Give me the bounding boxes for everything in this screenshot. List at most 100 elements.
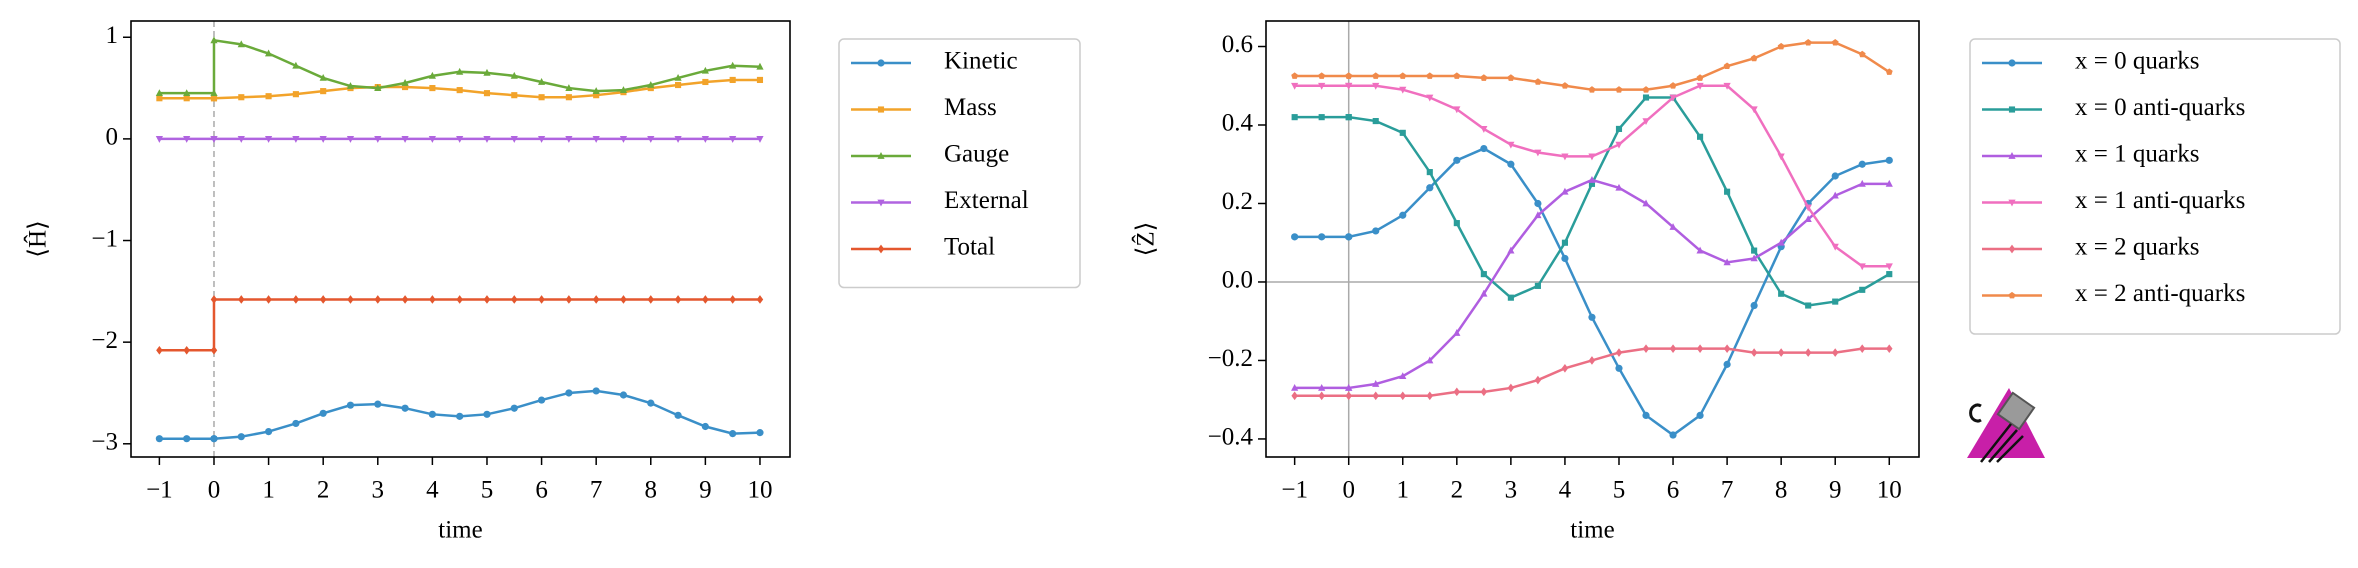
data-point: [1426, 169, 1433, 176]
series-line: [159, 38, 761, 95]
data-point: [538, 295, 545, 304]
data-point: [456, 136, 464, 143]
data-point: [1642, 118, 1650, 126]
axes-frame: [1265, 20, 1920, 458]
data-point: [1345, 82, 1353, 90]
data-point: [1291, 391, 1298, 401]
data-point: [510, 404, 518, 412]
data-point: [675, 81, 682, 89]
data-point: [1534, 199, 1542, 208]
data-point: [1507, 246, 1515, 254]
data-point: [1345, 233, 1353, 241]
data-point: [1345, 72, 1353, 79]
y-tick-label: −0.2: [1208, 345, 1253, 372]
data-point: [292, 419, 300, 428]
x-axis-label: time: [1570, 517, 1614, 544]
data-point: [1696, 246, 1704, 254]
data-point: [674, 295, 682, 304]
data-point: [265, 295, 272, 304]
x-tick-label: 9: [699, 477, 712, 504]
y-tick-label: −1: [91, 225, 118, 252]
data-point: [374, 295, 382, 304]
data-point: [1291, 114, 1298, 121]
data-point: [1642, 411, 1650, 420]
data-point: [1615, 86, 1623, 93]
data-point: [210, 89, 218, 97]
data-point: [183, 89, 191, 97]
data-point: [1588, 153, 1596, 161]
data-point: [1859, 344, 1866, 354]
x-tick-label: 6: [1667, 477, 1680, 504]
data-point: [537, 396, 546, 404]
data-point: [1561, 82, 1569, 89]
legend-marker: [877, 106, 885, 113]
data-point: [1669, 344, 1677, 354]
legend-marker: [2008, 291, 2016, 299]
data-point: [1426, 94, 1434, 102]
data-point: [1805, 302, 1812, 309]
data-point: [237, 136, 245, 143]
legend-label: External: [944, 187, 1029, 214]
x-tick-label: 6: [535, 477, 548, 504]
data-point: [510, 71, 518, 79]
data-point: [1804, 38, 1812, 46]
data-point: [1885, 68, 1893, 75]
data-point: [1831, 191, 1839, 199]
legend-label: x = 1 quarks: [2075, 141, 2200, 168]
data-point: [1615, 141, 1623, 149]
axes: [1266, 21, 1919, 457]
data-point: [1858, 160, 1866, 168]
data-point: [1642, 199, 1650, 207]
legend-marker: [877, 244, 885, 254]
x-tick-label: 10: [1877, 477, 1902, 504]
data-point: [1318, 391, 1325, 401]
data-point: [1534, 211, 1542, 219]
data-point: [1453, 329, 1461, 336]
legend-label: x = 0 anti-quarks: [2075, 94, 2245, 121]
logo-letter: [1969, 403, 1982, 423]
legend-label: x = 1 anti-quarks: [2075, 187, 2245, 214]
data-point: [1669, 431, 1677, 439]
y-tick-label: 0.2: [1222, 188, 1253, 215]
legend-marker: [2008, 152, 2016, 159]
series-line: [1294, 41, 1890, 91]
data-point: [1291, 72, 1299, 79]
legend-label: x = 0 quarks: [2075, 48, 2200, 75]
series-line: [1294, 347, 1890, 398]
data-point: [1642, 94, 1650, 101]
data-point: [1480, 387, 1488, 397]
data-point: [619, 86, 628, 93]
x-tick-label: 5: [1613, 477, 1626, 504]
data-point: [374, 400, 382, 408]
legend-label: Gauge: [944, 141, 1009, 168]
data-point: [1588, 356, 1596, 365]
data-point: [619, 136, 628, 143]
data-point: [1534, 78, 1542, 85]
data-point: [729, 430, 737, 438]
data-point: [155, 435, 163, 443]
data-point: [1724, 188, 1731, 195]
data-point: [1588, 86, 1596, 93]
data-point: [592, 136, 600, 143]
data-point: [1453, 220, 1460, 227]
data-point: [319, 136, 327, 143]
data-point: [156, 345, 163, 355]
legend-marker: [2008, 106, 2016, 113]
data-point: [1669, 223, 1677, 230]
x-tick-label: 2: [1451, 477, 1464, 504]
data-point: [1507, 383, 1515, 393]
data-point: [1615, 364, 1623, 372]
data-point: [401, 79, 409, 86]
data-point: [402, 84, 409, 91]
data-point: [1318, 233, 1326, 241]
data-point: [292, 61, 300, 69]
data-point: [565, 389, 573, 397]
data-point: [429, 295, 436, 304]
data-point: [374, 84, 382, 91]
data-point: [1372, 118, 1379, 125]
data-point: [565, 136, 573, 143]
x-tick-label: 10: [747, 477, 772, 504]
data-point: [729, 295, 736, 304]
data-point: [1507, 141, 1515, 149]
data-point: [1561, 254, 1569, 263]
